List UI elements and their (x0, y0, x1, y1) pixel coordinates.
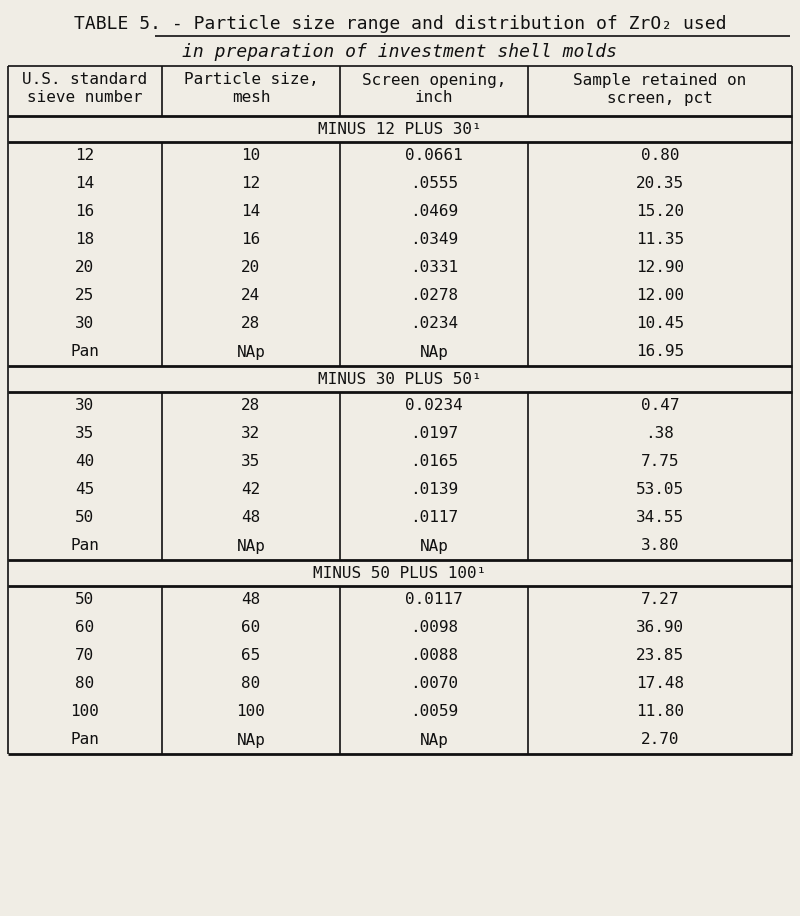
Text: 11.35: 11.35 (636, 233, 684, 247)
Text: 0.0234: 0.0234 (405, 398, 463, 413)
Text: 30: 30 (75, 398, 94, 413)
Text: 7.27: 7.27 (641, 593, 679, 607)
Text: 45: 45 (75, 483, 94, 497)
Text: .0555: .0555 (410, 177, 458, 191)
Text: 36.90: 36.90 (636, 620, 684, 636)
Text: 60: 60 (75, 620, 94, 636)
Text: 53.05: 53.05 (636, 483, 684, 497)
Text: .0165: .0165 (410, 454, 458, 470)
Text: 42: 42 (242, 483, 261, 497)
Text: 48: 48 (242, 510, 261, 526)
Text: in preparation of investment shell molds: in preparation of investment shell molds (182, 43, 618, 61)
Text: Sample retained on: Sample retained on (574, 72, 746, 88)
Text: Pan: Pan (70, 539, 99, 553)
Text: 10.45: 10.45 (636, 317, 684, 332)
Text: 70: 70 (75, 649, 94, 663)
Text: 10: 10 (242, 148, 261, 163)
Text: 7.75: 7.75 (641, 454, 679, 470)
Text: 12.00: 12.00 (636, 289, 684, 303)
Text: 48: 48 (242, 593, 261, 607)
Text: 20: 20 (242, 260, 261, 276)
Text: .0139: .0139 (410, 483, 458, 497)
Text: .0349: .0349 (410, 233, 458, 247)
Text: 17.48: 17.48 (636, 677, 684, 692)
Text: inch: inch (414, 91, 454, 105)
Text: 65: 65 (242, 649, 261, 663)
Text: .0059: .0059 (410, 704, 458, 719)
Text: .0331: .0331 (410, 260, 458, 276)
Text: U.S. standard: U.S. standard (22, 72, 147, 88)
Text: 16: 16 (242, 233, 261, 247)
Text: 14: 14 (242, 204, 261, 220)
Text: 50: 50 (75, 510, 94, 526)
Text: 0.0117: 0.0117 (405, 593, 463, 607)
Text: 100: 100 (70, 704, 99, 719)
Text: .0070: .0070 (410, 677, 458, 692)
Text: 3.80: 3.80 (641, 539, 679, 553)
Text: 12: 12 (242, 177, 261, 191)
Text: MINUS 30 PLUS 50¹: MINUS 30 PLUS 50¹ (318, 372, 482, 387)
Text: .0469: .0469 (410, 204, 458, 220)
Text: 20.35: 20.35 (636, 177, 684, 191)
Text: screen, pct: screen, pct (607, 91, 713, 105)
Text: .0278: .0278 (410, 289, 458, 303)
Text: 23.85: 23.85 (636, 649, 684, 663)
Text: 100: 100 (237, 704, 266, 719)
Text: NAp: NAp (419, 344, 449, 359)
Text: 16.95: 16.95 (636, 344, 684, 359)
Text: 18: 18 (75, 233, 94, 247)
Text: 25: 25 (75, 289, 94, 303)
Text: 28: 28 (242, 398, 261, 413)
Text: MINUS 50 PLUS 100¹: MINUS 50 PLUS 100¹ (314, 565, 486, 581)
Text: 24: 24 (242, 289, 261, 303)
Text: 60: 60 (242, 620, 261, 636)
Text: 80: 80 (242, 677, 261, 692)
Text: Screen opening,: Screen opening, (362, 72, 506, 88)
Text: .0088: .0088 (410, 649, 458, 663)
Text: Pan: Pan (70, 733, 99, 747)
Text: 12.90: 12.90 (636, 260, 684, 276)
Text: Pan: Pan (70, 344, 99, 359)
Text: 80: 80 (75, 677, 94, 692)
Text: 40: 40 (75, 454, 94, 470)
Text: MINUS 12 PLUS 30¹: MINUS 12 PLUS 30¹ (318, 122, 482, 136)
Text: 14: 14 (75, 177, 94, 191)
Text: 50: 50 (75, 593, 94, 607)
Text: .0098: .0098 (410, 620, 458, 636)
Text: 15.20: 15.20 (636, 204, 684, 220)
Text: 35: 35 (75, 427, 94, 442)
Text: 34.55: 34.55 (636, 510, 684, 526)
Text: mesh: mesh (232, 91, 270, 105)
Text: 20: 20 (75, 260, 94, 276)
Text: .38: .38 (646, 427, 674, 442)
Text: .0197: .0197 (410, 427, 458, 442)
Text: 16: 16 (75, 204, 94, 220)
Text: NAp: NAp (237, 539, 266, 553)
Text: NAp: NAp (419, 539, 449, 553)
Text: sieve number: sieve number (27, 91, 142, 105)
Text: 35: 35 (242, 454, 261, 470)
Text: 11.80: 11.80 (636, 704, 684, 719)
Text: 28: 28 (242, 317, 261, 332)
Text: TABLE 5. - Particle size range and distribution of ZrO₂ used: TABLE 5. - Particle size range and distr… (74, 15, 726, 33)
Text: 0.80: 0.80 (641, 148, 679, 163)
Text: NAp: NAp (419, 733, 449, 747)
Text: 30: 30 (75, 317, 94, 332)
Text: 2.70: 2.70 (641, 733, 679, 747)
Text: .0117: .0117 (410, 510, 458, 526)
Text: 0.47: 0.47 (641, 398, 679, 413)
Text: 0.0661: 0.0661 (405, 148, 463, 163)
Text: .0234: .0234 (410, 317, 458, 332)
Text: 32: 32 (242, 427, 261, 442)
Text: NAp: NAp (237, 733, 266, 747)
Text: NAp: NAp (237, 344, 266, 359)
Text: Particle size,: Particle size, (184, 72, 318, 88)
Text: 12: 12 (75, 148, 94, 163)
